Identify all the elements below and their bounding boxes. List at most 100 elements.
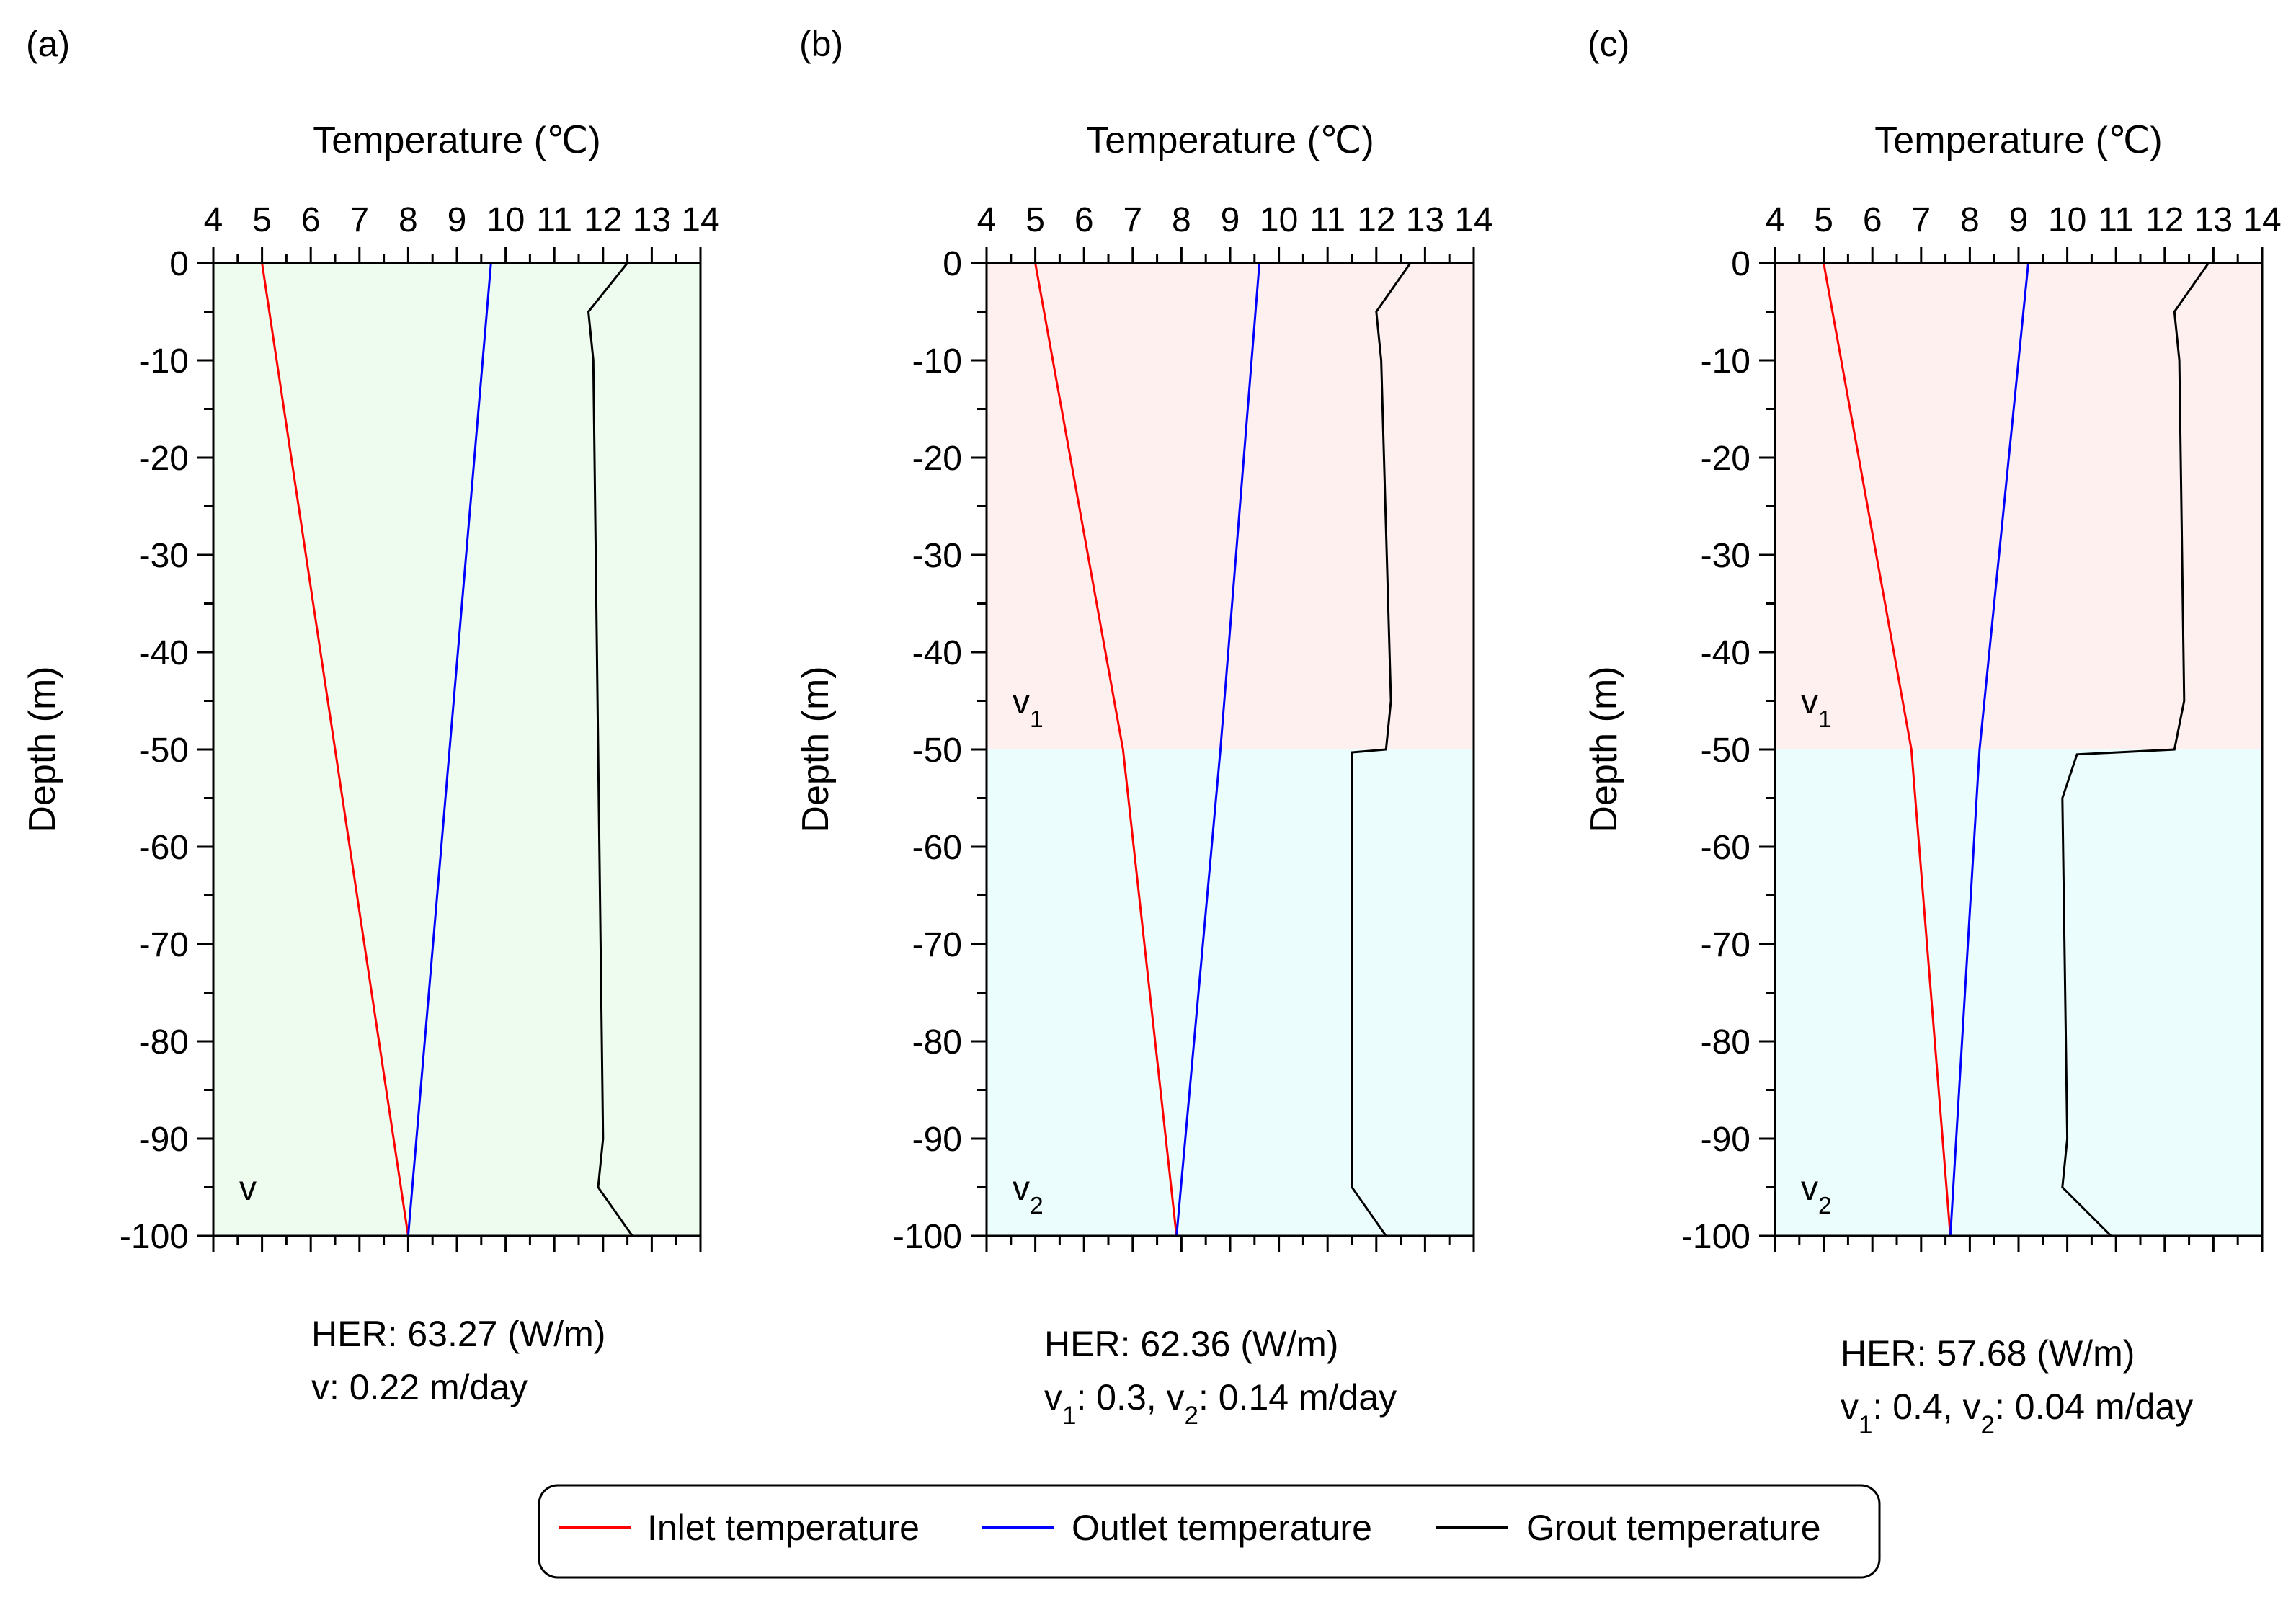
y-tick-label: -60 (139, 829, 189, 867)
y-tick-label: -80 (912, 1023, 962, 1062)
y-tick-label: -20 (139, 440, 189, 478)
y-tick-label: -100 (120, 1218, 189, 1256)
region-label: v1 (1013, 683, 1044, 733)
y-tick-label: -60 (1701, 829, 1750, 867)
region-1-band (987, 263, 1474, 749)
y-tick-label: -10 (912, 342, 962, 381)
y-tick-label: -40 (139, 634, 189, 672)
grout-temperature-line (587, 262, 633, 1237)
x-tick-label: 8 (1172, 201, 1191, 239)
y-tick-label: -100 (1681, 1218, 1750, 1256)
x-tick-label: 11 (536, 201, 572, 239)
x-tick-label: 9 (2009, 201, 2029, 239)
panel-label: (c) (1588, 24, 1629, 64)
inlet-temperature-line (1034, 262, 1178, 1237)
legend-label-outlet-temperature: Outlet temperature (1072, 1508, 1372, 1548)
x-tick-label: 13 (2194, 201, 2233, 239)
legend-box (538, 1484, 1881, 1579)
y-tick-label: -10 (139, 342, 189, 381)
y-tick-label: -10 (1701, 342, 1750, 381)
x-tick-label: 4 (977, 201, 997, 239)
outlet-temperature-line (1949, 262, 2029, 1237)
x-tick-label: 5 (1025, 201, 1045, 239)
panel-c: 4 5 6 7 8 9 10 11 12 13 14 0 -10 -20 -30 -40 -50 -60 -70 -8… (1583, 24, 2282, 1439)
x-tick-label: 5 (1814, 201, 1833, 239)
x-tick-label: 10 (2048, 201, 2086, 239)
x-tick-label: 13 (1406, 201, 1444, 239)
y-tick-label: -90 (1701, 1121, 1750, 1159)
x-axis-title: Temperature (℃) (313, 120, 600, 161)
velocity-caption: v: 0.22 m/day (311, 1367, 528, 1407)
x-tick-label: 11 (2098, 201, 2134, 239)
x-axis-title: Temperature (℃) (1086, 120, 1374, 161)
y-tick-label: -70 (139, 926, 189, 964)
x-tick-label: 7 (1911, 201, 1931, 239)
y-tick-label: -30 (912, 537, 962, 575)
legend: Inlet temperature Outlet temperature Grout… (538, 1484, 1881, 1579)
x-tick-label: 5 (252, 201, 272, 239)
y-tick-label: -50 (139, 731, 189, 770)
region-label: v2 (1801, 1170, 1832, 1219)
outlet-temperature-line (1175, 262, 1261, 1237)
her-caption: HER: 62.36 (W/m) (1044, 1324, 1338, 1364)
y-axis-title: Depth (m) (1583, 666, 1625, 832)
inlet-temperature-line (1823, 262, 1952, 1237)
legend-label-inlet-temperature: Inlet temperature (647, 1508, 920, 1548)
x-tick-label: 7 (1123, 201, 1142, 239)
velocity-caption: v1: 0.4, v2: 0.04 m/day (1841, 1387, 2193, 1439)
y-tick-label: -80 (139, 1023, 189, 1062)
x-tick-label: 6 (1074, 201, 1094, 239)
her-caption: HER: 57.68 (W/m) (1841, 1333, 2135, 1374)
y-tick-label: -90 (139, 1121, 189, 1159)
x-tick-label: 12 (584, 201, 622, 239)
region-1-band (1775, 263, 2262, 749)
grout-temperature-line (1351, 262, 1412, 1237)
y-tick-label: -20 (912, 440, 962, 478)
y-tick-label: -30 (1701, 537, 1750, 575)
panel-label: (b) (799, 24, 843, 64)
region-1-band (213, 263, 700, 1236)
x-tick-label: 14 (2243, 201, 2281, 239)
x-tick-label: 12 (1357, 201, 1395, 239)
x-tick-label: 12 (2145, 201, 2184, 239)
x-tick-label: 6 (301, 201, 321, 239)
x-tick-label: 4 (1766, 201, 1785, 239)
her-caption: HER: 63.27 (W/m) (311, 1314, 605, 1354)
y-tick-label: -70 (912, 926, 962, 964)
region-label: v (239, 1170, 257, 1208)
y-tick-label: -30 (139, 537, 189, 575)
y-tick-label: -50 (912, 731, 962, 770)
y-tick-label: -80 (1701, 1023, 1750, 1062)
region-2-band (1775, 749, 2262, 1236)
y-tick-label: -90 (912, 1121, 962, 1159)
x-tick-label: 7 (350, 201, 369, 239)
x-tick-label: 4 (204, 201, 223, 239)
x-tick-label: 10 (486, 201, 525, 239)
y-tick-label: -20 (1701, 440, 1750, 478)
panel-a: 4 5 6 7 8 9 10 11 12 13 14 0 -10 -20 -30 -40 -50 -60 -70 -8… (22, 24, 720, 1407)
x-tick-label: 11 (1309, 201, 1345, 239)
x-tick-label: 6 (1863, 201, 1882, 239)
y-tick-label: 0 (1731, 245, 1750, 283)
y-axis-title: Depth (m) (22, 666, 63, 832)
x-tick-label: 10 (1260, 201, 1298, 239)
region-label: v2 (1013, 1170, 1044, 1219)
y-tick-label: -50 (1701, 731, 1750, 770)
y-tick-label: -70 (1701, 926, 1750, 964)
y-tick-label: -100 (893, 1218, 962, 1256)
inlet-temperature-line (261, 262, 409, 1237)
x-tick-label: 8 (399, 201, 418, 239)
y-tick-label: 0 (943, 245, 962, 283)
panel-label: (a) (26, 24, 70, 64)
velocity-caption: v1: 0.3, v2: 0.14 m/day (1044, 1377, 1397, 1430)
legend-label-grout-temperature: Grout temperature (1526, 1508, 1821, 1548)
x-tick-label: 13 (633, 201, 671, 239)
region-label: v1 (1801, 683, 1832, 733)
y-tick-label: 0 (169, 245, 189, 283)
x-tick-label: 14 (1454, 201, 1492, 239)
y-axis-title: Depth (m) (795, 666, 837, 832)
y-tick-label: -40 (1701, 634, 1750, 672)
region-2-band (987, 749, 1474, 1236)
panel-b: 4 5 6 7 8 9 10 11 12 13 14 0 -10 -20 -30 -40 -50 -60 -70 -8… (795, 24, 1493, 1430)
